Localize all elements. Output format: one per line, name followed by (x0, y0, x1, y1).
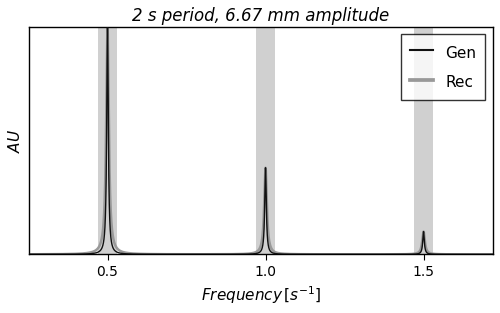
Gen (374, 253, 380, 256)
Legend: Gen, Rec: Gen, Rec (401, 34, 485, 100)
Gen (402, 253, 408, 256)
Rec (490, 253, 496, 256)
Rec (77, 252, 83, 255)
Line: Gen: Gen (28, 27, 493, 254)
Line: Rec: Rec (28, 27, 493, 254)
Gen (174, 253, 180, 256)
Gen (77, 252, 83, 256)
Gen (420, 230, 426, 234)
Rec (26, 252, 32, 256)
Rec (402, 252, 408, 256)
Rec (374, 253, 380, 256)
Bar (256, 27, 275, 254)
Rec (174, 252, 180, 256)
Gen (490, 253, 496, 256)
Bar (98, 27, 117, 254)
X-axis label: $\it{Frequency}$$\,[s^{-1}]$: $\it{Frequency}$$\,[s^{-1}]$ (200, 284, 321, 306)
Y-axis label: $\it{AU}$: $\it{AU}$ (7, 128, 23, 152)
Gen (436, 252, 442, 256)
Bar (414, 27, 433, 254)
Rec (104, 25, 110, 28)
Rec (420, 230, 426, 233)
Rec (436, 252, 442, 256)
Title: 2 s period, 6.67 mm amplitude: 2 s period, 6.67 mm amplitude (132, 7, 390, 25)
Gen (104, 25, 110, 28)
Gen (26, 253, 32, 256)
